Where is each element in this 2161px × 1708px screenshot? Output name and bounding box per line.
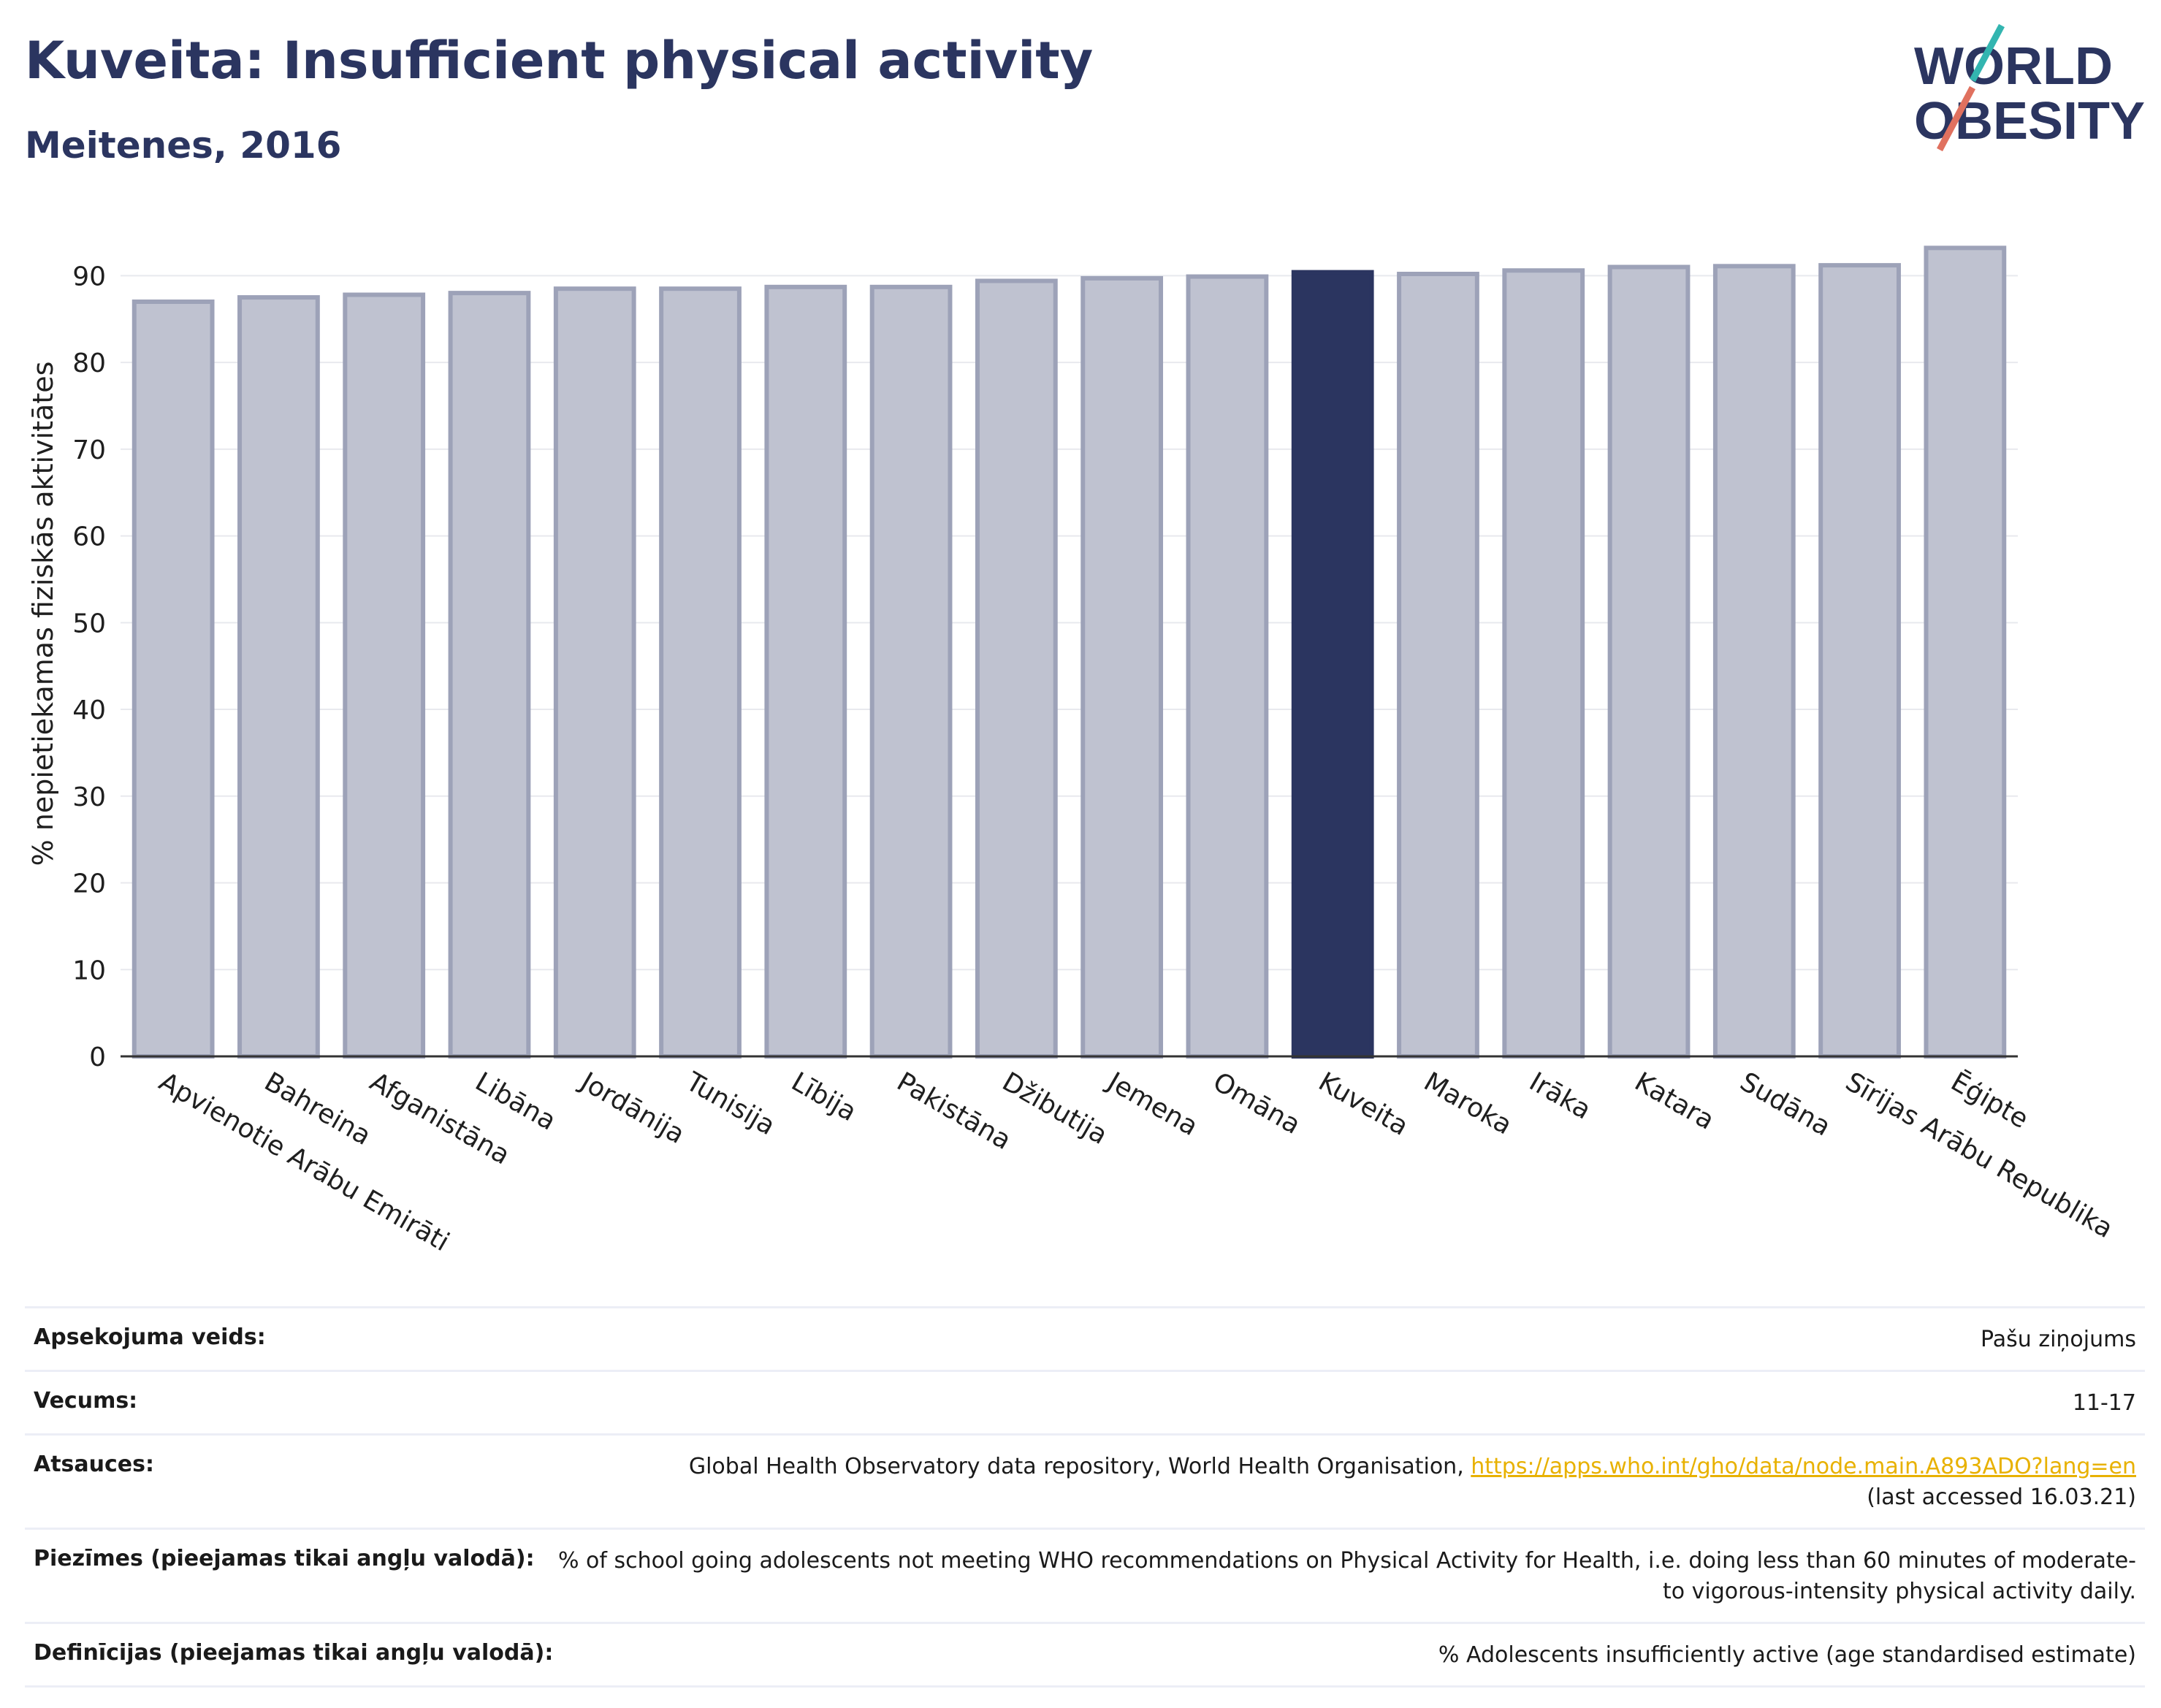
x-tick-label: Sudāna	[1735, 1067, 1836, 1142]
info-row-notes: Piezīmes (pieejamas tikai angļu valodā):…	[25, 1528, 2145, 1622]
y-tick-label: 30	[72, 782, 106, 812]
bar	[975, 278, 1058, 1059]
y-tick-labels: 0 10 20 30 40 50 60 70 80 90	[72, 262, 106, 1072]
y-tick-label: 0	[89, 1042, 106, 1072]
info-label: Vecums:	[34, 1388, 138, 1414]
x-tick-label: Maroka	[1419, 1067, 1517, 1140]
x-tick-label: Omāna	[1208, 1067, 1305, 1140]
page-subtitle: Meitenes, 2016	[25, 124, 342, 167]
x-tick-label: Pakistāna	[892, 1067, 1016, 1156]
chart-bars	[132, 245, 2007, 1059]
x-tick-label: Irāka	[1524, 1067, 1596, 1125]
x-tick-label: Kuveita	[1314, 1067, 1414, 1142]
bar	[237, 295, 320, 1059]
bar	[132, 299, 215, 1059]
info-row-survey-type: Apsekojuma veids: Pašu ziņojums	[25, 1306, 2145, 1370]
bar	[553, 286, 636, 1059]
bar	[1818, 263, 1901, 1059]
bar	[1607, 264, 1691, 1059]
bar-chart: 0 10 20 30 40 50 60 70 80 90 Apvienotie Arābu Emi…	[27, 245, 2118, 1257]
info-row-references: Atsauces: Global Health Observatory data…	[25, 1433, 2145, 1528]
x-tick-label: Katara	[1630, 1067, 1720, 1136]
info-value: % Adolescents insufficiently active (age…	[1438, 1642, 2136, 1668]
bar	[1924, 245, 2007, 1059]
bar	[1397, 271, 1479, 1059]
chart-grid	[121, 275, 2018, 971]
y-tick-label: 80	[72, 348, 106, 378]
info-value: 11-17	[2072, 1390, 2136, 1416]
x-tick-label: Ēģipte	[1945, 1067, 2033, 1135]
bar	[448, 291, 531, 1059]
x-tick-label: Džibutija	[997, 1067, 1113, 1151]
info-label: Apsekojuma veids:	[34, 1324, 266, 1350]
y-tick-label: 60	[72, 522, 106, 552]
info-label: Definīcijas (pieejamas tikai angļu valod…	[34, 1640, 554, 1666]
x-tick-label: Lībija	[786, 1067, 861, 1127]
bar	[869, 284, 953, 1059]
reference-link[interactable]: https://apps.who.int/gho/data/node.main.…	[1471, 1454, 2136, 1479]
bar	[1291, 270, 1374, 1059]
logo-line1: WORLD	[1914, 37, 2113, 96]
bar	[764, 284, 847, 1059]
info-value: % of school going adolescents not meetin…	[557, 1548, 2136, 1604]
world-obesity-logo: WORLD OBESITY	[1914, 23, 2145, 152]
x-tick-label: Jemena	[1101, 1066, 1203, 1142]
y-tick-label: 50	[72, 609, 106, 638]
x-tick-labels: Apvienotie Arābu EmirātiBahreinaAfganist…	[154, 1066, 2118, 1257]
logo-stroke-coral	[1937, 85, 1975, 152]
bar	[343, 292, 426, 1059]
bar	[659, 286, 742, 1059]
page-title: Kuveita: Insufficient physical activity	[25, 31, 1094, 91]
y-tick-label: 10	[72, 956, 106, 985]
reference-accessed: (last accessed 16.03.21)	[1867, 1484, 2136, 1510]
reference-text: Global Health Observatory data repositor…	[688, 1454, 1471, 1479]
info-label: Atsauces:	[34, 1452, 154, 1477]
bar	[1502, 268, 1585, 1059]
info-row-definitions: Definīcijas (pieejamas tikai angļu valod…	[25, 1622, 2145, 1688]
bar	[1186, 274, 1269, 1059]
logo-stroke-teal	[1970, 23, 2005, 83]
bar	[1080, 275, 1164, 1059]
y-tick-label: 20	[72, 869, 106, 899]
info-row-age: Vecums: 11-17	[25, 1370, 2145, 1433]
info-value: Pašu ziņojums	[1981, 1327, 2136, 1352]
x-tick-label: Jordānija	[574, 1066, 690, 1150]
x-tick-label: Tunisija	[680, 1067, 780, 1141]
info-value: Global Health Observatory data repositor…	[689, 1452, 2136, 1513]
y-tick-label: 70	[72, 435, 106, 465]
y-tick-label: 40	[72, 695, 106, 725]
y-tick-label: 90	[72, 262, 106, 291]
y-axis-label: % nepietiekamas fiziskās aktivitātes	[27, 362, 59, 866]
info-table: Apsekojuma veids: Pašu ziņojums Vecums: …	[25, 1306, 2145, 1688]
bar	[1712, 264, 1796, 1059]
info-label: Piezīmes (pieejamas tikai angļu valodā):	[34, 1546, 535, 1571]
